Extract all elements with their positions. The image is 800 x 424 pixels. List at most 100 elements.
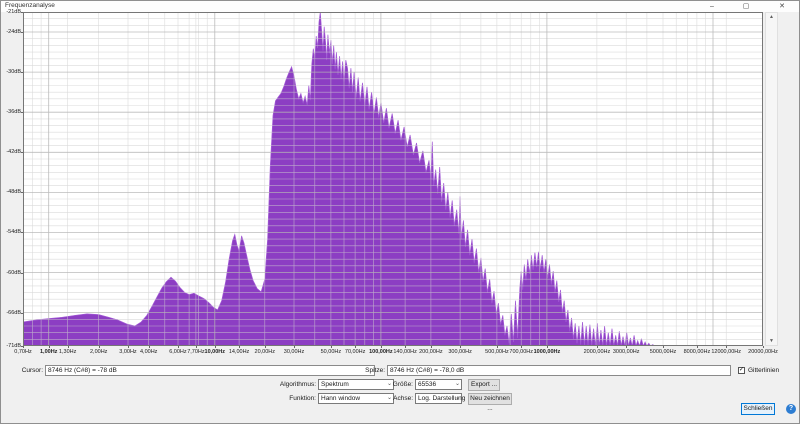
x-tick-mark <box>696 346 698 348</box>
x-tick-label: 3,00Hz <box>119 349 137 355</box>
size-value: 65536 <box>418 381 437 388</box>
y-tick-mark <box>21 192 23 194</box>
y-tick-mark <box>21 312 23 314</box>
close-icon[interactable]: ✕ <box>779 3 785 10</box>
y-tick-label: -54dB <box>6 229 21 236</box>
titlebar: Frequenzanalyse – ▢ ✕ <box>1 1 799 12</box>
y-tick-mark <box>21 12 23 13</box>
x-tick-mark <box>23 346 24 348</box>
x-tick-mark <box>380 346 382 348</box>
chevron-down-icon: ⌄ <box>454 381 460 387</box>
x-tick-mark <box>195 346 197 348</box>
y-tick-label: -48dB <box>6 189 21 196</box>
axis-value: Log. Darstellung <box>418 395 466 402</box>
function-label: Funktion: <box>289 395 316 402</box>
gridlines-checkbox[interactable]: ✓ <box>738 367 745 374</box>
x-tick-mark <box>430 346 432 348</box>
x-tick-mark <box>405 346 407 348</box>
algorithm-select[interactable]: Spektrum ⌄ <box>318 379 394 390</box>
chevron-down-icon: ⌄ <box>386 395 392 401</box>
x-tick-label: 700,00Hz <box>509 349 533 355</box>
chevron-down-icon: ⌄ <box>454 395 460 401</box>
x-tick-label: 300,00Hz <box>448 349 472 355</box>
cursor-label: Cursor: <box>21 367 43 374</box>
x-tick-label: 20,00Hz <box>254 349 276 355</box>
minimize-button[interactable]: – <box>710 3 714 10</box>
y-tick-mark <box>21 72 23 74</box>
maximize-button[interactable]: ▢ <box>742 3 750 10</box>
y-tick-mark <box>21 346 23 347</box>
x-tick-label: 4,00Hz <box>139 349 158 355</box>
x-tick-mark <box>496 346 498 348</box>
x-tick-label: 2,00Hz <box>89 349 108 355</box>
x-tick-label: 1,30Hz <box>58 349 77 355</box>
x-tick-mark <box>67 346 69 348</box>
x-tick-label: 0,70Hz <box>14 349 32 355</box>
x-tick-mark <box>726 346 728 348</box>
function-value: Hann window <box>321 395 361 402</box>
algorithm-value: Spektrum <box>321 381 349 388</box>
x-tick-label: 1000,00Hz <box>533 349 561 355</box>
x-tick-mark <box>177 346 179 348</box>
x-tick-label: 3000,00Hz <box>612 349 640 355</box>
redraw-button[interactable]: Neu zeichnen ... <box>468 393 512 412</box>
x-tick-label: 5000,00Hz <box>649 349 677 355</box>
help-button[interactable]: ? <box>786 404 796 414</box>
x-tick-mark <box>239 346 241 348</box>
y-tick-mark <box>21 272 23 274</box>
y-tick-label: -60dB <box>6 269 21 276</box>
y-tick-label: -42dB <box>6 149 21 156</box>
x-tick-mark <box>264 346 266 348</box>
chevron-down-icon: ⌄ <box>386 381 392 387</box>
x-tick-label: 12000,00Hz <box>711 349 741 355</box>
x-tick-label: 2000,00Hz <box>583 349 611 355</box>
y-tick-label: -66dB <box>6 309 21 316</box>
spectrum-plot[interactable] <box>23 12 763 346</box>
x-tick-label: 140,00Hz <box>393 349 417 355</box>
x-tick-label: 10,00Hz <box>204 349 226 355</box>
size-select[interactable]: 65536 ⌄ <box>415 379 462 390</box>
x-tick-mark <box>294 346 296 348</box>
size-label: Größe: <box>392 381 413 388</box>
y-tick-mark <box>21 152 23 154</box>
function-select[interactable]: Hann window ⌄ <box>318 393 394 404</box>
scrollbar-down-icon[interactable]: ▼ <box>769 338 774 344</box>
x-tick-label: 200,00Hz <box>419 349 443 355</box>
vertical-scrollbar[interactable]: ▲ ▼ <box>765 12 778 346</box>
peak-label: Spitze: <box>365 367 385 374</box>
y-tick-label: -36dB <box>6 109 21 116</box>
x-tick-mark <box>763 346 764 348</box>
x-tick-label: 50,00Hz <box>320 349 342 355</box>
x-tick-mark <box>663 346 664 348</box>
x-tick-mark <box>521 346 523 348</box>
peak-value-field[interactable]: 8746 Hz (C#8) = -78,0 dB <box>387 365 731 376</box>
x-tick-label: 6,00Hz <box>169 349 187 355</box>
x-tick-mark <box>355 346 357 348</box>
cursor-value-field[interactable]: 8746 Hz (C#8) = -78 dB <box>45 365 375 376</box>
x-tick-mark <box>48 346 50 348</box>
y-tick-label: -30dB <box>6 69 21 76</box>
close-button[interactable]: Schließen <box>741 403 775 415</box>
y-tick-mark <box>21 232 23 234</box>
x-tick-label: 20000,00Hz <box>748 349 778 355</box>
y-tick-label: -24dB <box>6 29 21 36</box>
y-tick-label: -21dB <box>6 9 21 15</box>
x-tick-mark <box>546 346 548 348</box>
gridlines-minor <box>23 12 763 346</box>
y-tick-mark <box>21 32 23 34</box>
algorithm-label: Algorithmus: <box>279 381 316 388</box>
x-tick-mark <box>460 346 462 348</box>
spectrum-svg <box>23 12 763 346</box>
x-tick-mark <box>330 346 332 348</box>
x-tick-label: 14,00Hz <box>228 349 250 355</box>
axis-label: Achse: <box>393 395 413 402</box>
export-button[interactable]: Export ... <box>468 379 500 391</box>
x-tick-mark <box>626 346 628 348</box>
y-tick-label: -71dB <box>6 343 21 349</box>
y-tick-mark <box>21 112 23 114</box>
x-axis: 0,70Hz 1,00Hz 1,30Hz 2,00Hz 3,00Hz 4,00Hz 6,00… <box>1 346 799 358</box>
x-tick-label: 70,00Hz <box>344 349 366 355</box>
scrollbar-up-icon[interactable]: ▲ <box>769 14 774 20</box>
axis-select[interactable]: Log. Darstellung ⌄ <box>415 393 466 404</box>
